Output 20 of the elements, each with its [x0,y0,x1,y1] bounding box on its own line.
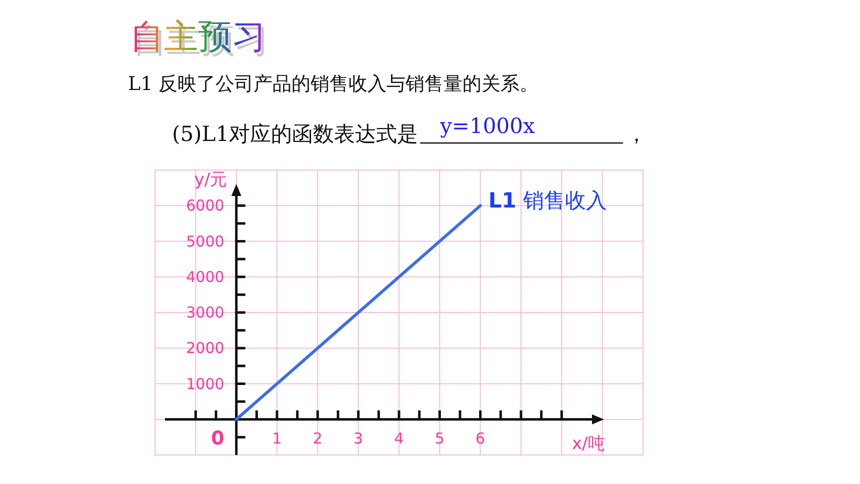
text: (5)L1对应的函数表达式是 [172,122,418,146]
x-tick-label: 3 [354,429,364,448]
y-axis-title: y/元 [194,170,228,190]
y-tick-label: 2000 [186,339,224,358]
x-tick-label: 4 [394,429,404,448]
x-tick-label: 5 [434,429,444,448]
series-label: L1 销售收入 [488,188,608,213]
annotation: 0 [211,427,224,450]
y-tick-label: 6000 [186,196,224,215]
x-tick-label: 6 [476,429,486,448]
text: ， [626,122,648,146]
x-tick-label: 1 [272,429,282,448]
chart-subtitle: L1 反映了公司产品的销售收入与销售量的关系。 [128,73,539,95]
x-tick-label: 2 [312,429,322,448]
x-axis-title: x/吨 [572,434,605,454]
y-tick-label: 3000 [186,304,224,322]
y-tick-label: 5000 [186,232,224,250]
y-tick-label: 4000 [186,268,224,286]
text: y=1000x [439,114,535,138]
y-tick-label: 1000 [186,374,224,393]
